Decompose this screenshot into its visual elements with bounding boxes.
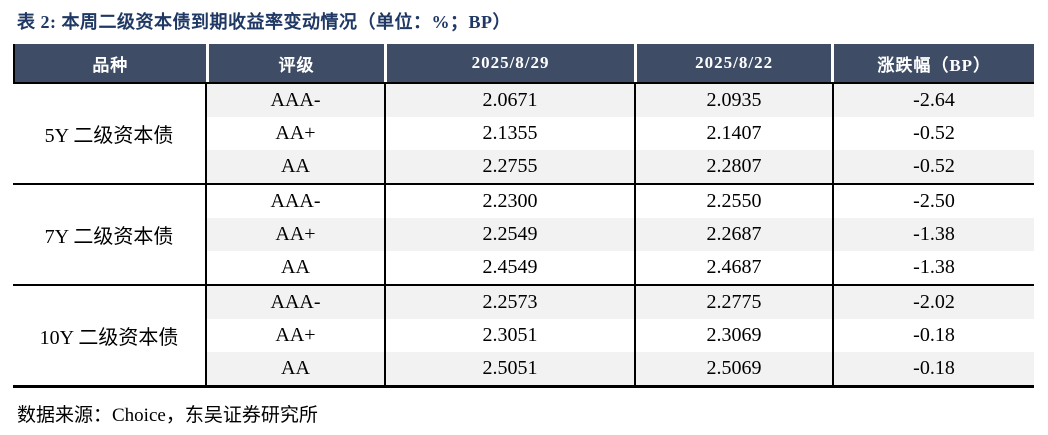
yield-current-cell: 2.2755 [386,150,636,183]
table-row: AAA- 2.2573 2.2775 -2.02 [207,286,1034,319]
yield-current-cell: 2.2300 [386,185,636,218]
yield-current-cell: 2.2573 [386,286,636,319]
table-row: AA+ 2.3051 2.3069 -0.18 [207,319,1034,352]
yield-previous-cell: 2.3069 [636,319,834,352]
change-bp-cell: -0.18 [913,324,955,346]
change-bp-cell: -1.38 [913,223,955,245]
header-cell-date-previous: 2025/8/22 [636,44,835,82]
header-cell-rating: 评级 [208,44,388,82]
table-row: AAA- 2.0671 2.0935 -2.64 [207,84,1034,117]
yield-previous-cell: 2.2807 [636,150,834,183]
table-title: 表 2: 本周二级资本债到期收益率变动情况（单位：%；BP） [17,12,511,32]
yield-previous-cell: 2.0935 [636,84,834,117]
table-header-row: 品种 评级 2025/8/29 2025/8/22 涨跌幅（BP） [13,44,1035,84]
rating-cell: AA [207,352,386,385]
header-cell-change-bp: 涨跌幅（BP） [834,44,1035,82]
header-cell-date-current: 2025/8/29 [387,44,637,82]
change-bp-cell: -2.50 [913,190,955,212]
rating-cell: AA [207,251,386,284]
yield-previous-cell: 2.2687 [636,218,834,251]
bond-type-label: 10Y 二级资本债 [13,286,207,385]
yield-previous-cell: 2.5069 [636,352,834,385]
yield-previous-cell: 2.4687 [636,251,834,284]
yield-current-cell: 2.2549 [386,218,636,251]
rating-cell: AAA- [207,185,386,218]
yield-previous-cell: 2.1407 [636,117,834,150]
rating-cell: AA+ [207,117,386,150]
group-rows: AAA- 2.0671 2.0935 -2.64 AA+ 2.1355 2.14… [207,84,1034,183]
header-cell-bond-type: 品种 [15,44,209,82]
group-10y: 10Y 二级资本债 AAA- 2.2573 2.2775 -2.02 AA+ 2… [13,284,1034,385]
table-row: AAA- 2.2300 2.2550 -2.50 [207,185,1034,218]
yield-current-cell: 2.0671 [386,84,636,117]
rating-cell: AAA- [207,84,386,117]
data-source-note: 数据来源：Choice，东吴证券研究所 [17,405,318,426]
yield-current-cell: 2.4549 [386,251,636,284]
rating-cell: AA+ [207,218,386,251]
table-row: AA+ 2.1355 2.1407 -0.52 [207,117,1034,150]
yield-current-cell: 2.3051 [386,319,636,352]
change-bp-cell: -0.52 [913,122,955,144]
change-bp-cell: -0.52 [913,155,955,177]
table-body: 5Y 二级资本债 AAA- 2.0671 2.0935 -2.64 AA+ 2.… [13,84,1034,388]
change-bp-cell: -2.64 [913,89,955,111]
group-rows: AAA- 2.2300 2.2550 -2.50 AA+ 2.2549 2.26… [207,185,1034,284]
change-bp-cell: -2.02 [913,291,955,313]
rating-cell: AA+ [207,319,386,352]
group-5y: 5Y 二级资本债 AAA- 2.0671 2.0935 -2.64 AA+ 2.… [13,84,1034,183]
yield-previous-cell: 2.2775 [636,286,834,319]
table-row: AA 2.5051 2.5069 -0.18 [207,352,1034,385]
group-rows: AAA- 2.2573 2.2775 -2.02 AA+ 2.3051 2.30… [207,286,1034,385]
change-bp-cell: -0.18 [913,357,955,379]
bond-type-label: 7Y 二级资本债 [13,185,207,284]
yield-change-table: 品种 评级 2025/8/29 2025/8/22 涨跌幅（BP） 5Y 二级资… [13,44,1035,388]
group-7y: 7Y 二级资本债 AAA- 2.2300 2.2550 -2.50 AA+ 2.… [13,183,1034,284]
table-row: AA 2.4549 2.4687 -1.38 [207,251,1034,284]
yield-current-cell: 2.5051 [386,352,636,385]
rating-cell: AAA- [207,286,386,319]
bond-type-label: 5Y 二级资本债 [13,84,207,183]
table-row: AA 2.2755 2.2807 -0.52 [207,150,1034,183]
table-row: AA+ 2.2549 2.2687 -1.38 [207,218,1034,251]
rating-cell: AA [207,150,386,183]
change-bp-cell: -1.38 [913,256,955,278]
yield-previous-cell: 2.2550 [636,185,834,218]
yield-current-cell: 2.1355 [386,117,636,150]
